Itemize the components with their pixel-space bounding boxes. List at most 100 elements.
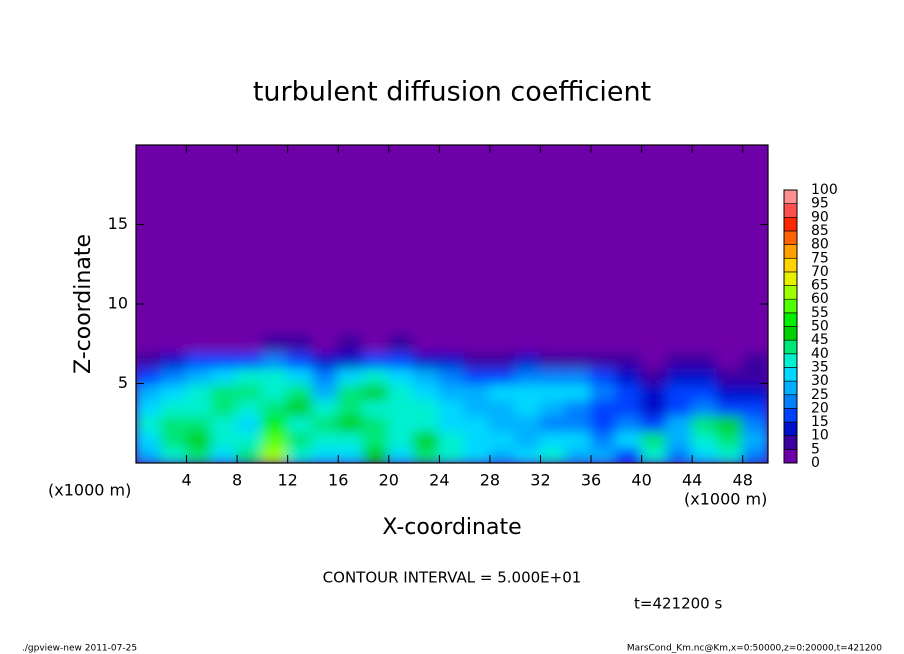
x-tick-label: 12 — [278, 471, 298, 490]
cell — [261, 382, 289, 401]
cell — [362, 398, 390, 417]
cell — [438, 430, 466, 449]
cell — [615, 350, 643, 369]
cell — [716, 430, 744, 449]
cell — [387, 398, 416, 417]
cell — [160, 366, 188, 385]
cell — [337, 350, 365, 369]
time-label: t=421200 s — [634, 595, 722, 613]
cell — [716, 382, 744, 401]
cell — [337, 366, 365, 385]
colorbar-band — [783, 217, 798, 232]
colorbar-band — [783, 421, 798, 436]
cell — [362, 430, 390, 449]
cell — [488, 414, 517, 433]
cell — [413, 366, 441, 385]
y-unit: (x1000 m) — [48, 481, 131, 500]
colorbar-label: 70 — [811, 264, 829, 280]
cell — [311, 430, 340, 449]
cell — [615, 398, 643, 417]
cell — [261, 398, 289, 417]
cell — [691, 382, 719, 401]
cell — [362, 350, 390, 369]
colorbar-label: 80 — [811, 237, 829, 253]
cell — [615, 446, 643, 463]
cell — [741, 382, 768, 401]
colorbar-label: 55 — [811, 305, 829, 321]
cell — [136, 382, 163, 401]
x-tick-label: 44 — [682, 471, 702, 490]
cell — [261, 414, 289, 433]
cell — [665, 350, 694, 369]
cell — [665, 414, 694, 433]
cell — [210, 366, 239, 385]
cell — [438, 446, 466, 463]
cell — [438, 366, 466, 385]
cell — [590, 446, 618, 463]
cell — [337, 334, 365, 353]
cell — [185, 414, 213, 433]
chart-title: turbulent diffusion coefficient — [253, 77, 651, 108]
cell — [185, 334, 213, 353]
colorbar-band — [783, 449, 798, 464]
cell — [640, 350, 668, 369]
cell — [615, 430, 643, 449]
cell — [539, 382, 567, 401]
cell — [514, 430, 542, 449]
cell — [286, 382, 314, 401]
cell — [185, 446, 213, 463]
colorbar-label: 60 — [811, 291, 829, 307]
cell — [514, 446, 542, 463]
cell — [590, 366, 618, 385]
cell — [590, 334, 618, 353]
footer-left: ./gpview-new 2011-07-25 — [22, 644, 137, 654]
cell — [463, 414, 491, 433]
cell — [488, 446, 517, 463]
colorbar-band — [783, 339, 798, 355]
colorbar-band — [783, 298, 798, 314]
colorbar-frame — [783, 189, 798, 464]
colorbar-band — [783, 257, 798, 273]
plot-field — [136, 145, 768, 463]
y-axis-title: Z-coordinate — [71, 234, 96, 374]
cell — [136, 398, 163, 417]
cell — [716, 366, 744, 385]
y-tick-label: 10 — [108, 294, 128, 313]
cell — [286, 398, 314, 417]
cell — [463, 430, 491, 449]
cell — [311, 446, 340, 463]
x-tick-label: 8 — [232, 471, 242, 490]
cell — [665, 398, 694, 417]
colorbar-band — [783, 367, 798, 382]
x-tick-label: 32 — [530, 471, 550, 490]
cell — [564, 334, 593, 353]
colorbar-band — [783, 244, 798, 259]
cell — [615, 334, 643, 353]
cell — [160, 398, 188, 417]
cell — [564, 366, 593, 385]
cell — [236, 334, 264, 353]
cell — [311, 366, 340, 385]
cell — [615, 366, 643, 385]
cell — [160, 446, 188, 463]
cell — [564, 350, 593, 369]
cell — [640, 366, 668, 385]
cell — [665, 366, 694, 385]
footer-right: MarsCond_Km.nc@Km,x=0:50000,z=0:20000,t=… — [627, 644, 882, 654]
cell — [691, 414, 719, 433]
colorbar-label: 30 — [811, 373, 829, 389]
colorbar-band — [783, 189, 798, 204]
colorbar-label: 45 — [811, 332, 829, 348]
cell — [463, 350, 491, 369]
cell — [488, 366, 517, 385]
cell — [210, 334, 239, 353]
colorbar-label: 75 — [811, 250, 829, 266]
cell — [539, 350, 567, 369]
cell — [665, 430, 694, 449]
cell — [640, 414, 668, 433]
cell — [387, 334, 416, 353]
colorbar-label: 10 — [811, 428, 829, 444]
cell — [615, 414, 643, 433]
cell — [210, 414, 239, 433]
